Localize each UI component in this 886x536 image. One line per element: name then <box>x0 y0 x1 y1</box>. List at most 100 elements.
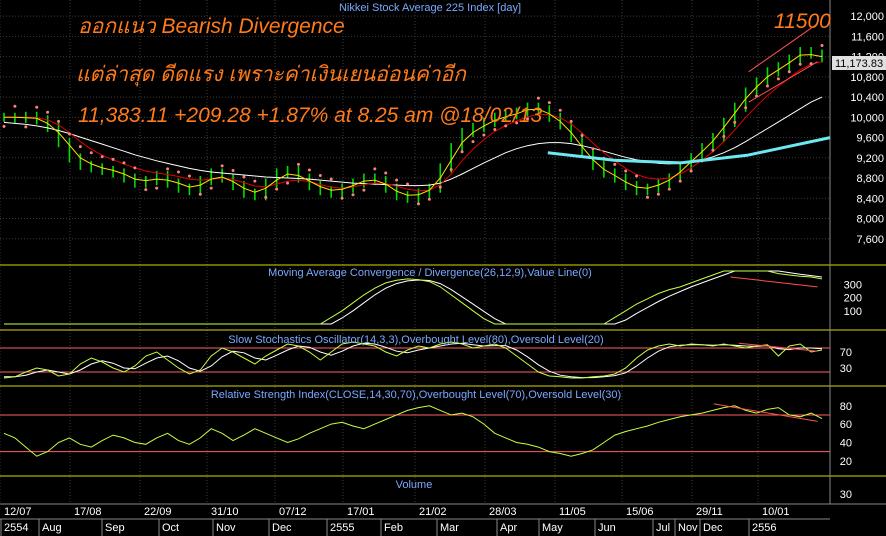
stochastic-label: Slow Stochastics Oscillator(14,3,3),Over… <box>228 334 603 346</box>
sar-dot <box>264 195 268 199</box>
sar-dot <box>471 140 475 144</box>
sar-dot <box>351 193 355 197</box>
x-tick-bottom: 2554 <box>4 522 28 534</box>
macd-ytick: 300 <box>844 279 862 291</box>
rsi-label: Relative Strength Index(CLOSE,14,30,70),… <box>211 389 621 401</box>
sar-dot <box>373 167 377 171</box>
annotation-line-2: แต่ล่าสุด ดีดแรง เพราะค่าเงินเยนอ่อนค่าอ… <box>76 63 466 86</box>
sar-dot <box>329 177 333 181</box>
sar-dot <box>384 171 388 175</box>
sar-dot <box>569 119 573 123</box>
x-tick-bottom: Nov <box>678 522 698 534</box>
rsi-ytick: 40 <box>840 437 852 449</box>
sar-dot <box>340 196 344 200</box>
sar-dot <box>722 135 726 139</box>
x-tick-top: 21/02 <box>419 506 447 518</box>
sar-dot <box>286 181 290 185</box>
sar-dot <box>155 186 159 190</box>
forecast-curve <box>547 136 831 165</box>
x-tick-bottom: Jun <box>598 522 616 534</box>
x-tick-top: 22/09 <box>144 506 172 518</box>
x-tick-bottom: Apr <box>500 522 517 534</box>
x-tick-bottom: Aug <box>42 522 62 534</box>
sar-dot <box>78 145 82 149</box>
sar-dot <box>275 187 279 191</box>
sar-dot <box>111 157 115 161</box>
sar-dot <box>493 127 497 131</box>
x-tick-top: 17/08 <box>74 506 102 518</box>
sar-dot <box>220 164 224 168</box>
sar-dot <box>438 185 442 189</box>
sar-dot <box>253 179 257 183</box>
sar-dot <box>318 174 322 178</box>
x-tick-bottom: Sep <box>105 522 125 534</box>
sar-dot <box>547 101 551 105</box>
price-ytick: 10,400 <box>850 92 884 104</box>
ma-mid-line <box>4 61 823 192</box>
price-ytick: 10,000 <box>850 112 884 124</box>
series <box>0 23 831 457</box>
sar-dot <box>89 151 93 155</box>
x-tick-top: 29/11 <box>696 506 723 518</box>
sar-dot <box>591 147 595 151</box>
sar-dot <box>209 186 213 190</box>
price-ytick: 9,600 <box>856 133 884 145</box>
x-tick-bottom: Feb <box>384 522 403 534</box>
x-axis: 12/07 17/08 22/09 31/10 07/12 17/01 21/02 28/03… <box>0 503 886 536</box>
sar-dot <box>2 124 6 128</box>
sar-dot <box>166 167 170 171</box>
ma-fast-line <box>4 54 823 196</box>
sar-dot <box>362 188 366 192</box>
sar-dot <box>100 155 104 159</box>
sar-dot <box>406 182 410 186</box>
x-tick-bottom: Mar <box>440 522 459 534</box>
macd-line <box>4 270 823 325</box>
x-tick-bottom: Dec <box>272 522 292 534</box>
volume-ytick: 30 <box>840 489 852 501</box>
price-trend-line <box>748 23 818 73</box>
price-ytick: 11,600 <box>851 31 884 43</box>
sar-dot <box>656 192 660 196</box>
macd-ytick: 100 <box>844 306 862 318</box>
sar-dot <box>667 187 671 191</box>
x-tick-top: 12/07 <box>4 506 32 518</box>
macd-trend-line <box>730 276 818 288</box>
sar-dot <box>307 168 311 172</box>
sar-dot <box>187 174 191 178</box>
stochastic-ytick: 70 <box>840 347 852 359</box>
x-tick-bottom: Jul <box>656 522 670 534</box>
sar-dot <box>515 121 519 125</box>
x-tick-top: 31/10 <box>211 506 239 518</box>
sar-dot <box>787 70 791 74</box>
sar-dot <box>198 192 202 196</box>
stochastic-trend-line <box>738 342 818 352</box>
sar-dot <box>613 162 617 166</box>
price-ytick: 7,600 <box>856 234 884 246</box>
sar-dot <box>122 161 126 165</box>
sar-dot <box>242 175 246 179</box>
x-tick-bottom: 2555 <box>330 522 354 534</box>
x-tick-top: 17/01 <box>347 506 375 518</box>
sar-dot <box>144 188 148 192</box>
sar-dot <box>416 202 420 206</box>
sar-dot <box>798 62 802 66</box>
sar-dot <box>67 132 71 136</box>
sar-dot <box>449 167 453 171</box>
last-price-label: 11,173.83 <box>835 58 883 70</box>
macd-label: Moving Average Convergence / Divergence(… <box>268 267 592 279</box>
price-ytick: 8,000 <box>856 214 884 226</box>
sar-dot <box>733 120 737 124</box>
sar-dot <box>13 104 17 108</box>
x-tick-bottom: Nov <box>216 522 236 534</box>
annotation-line-3: 11,383.11 +209.28 +1.87% at 8.25 am @18/… <box>78 104 543 127</box>
sar-dot <box>624 169 628 173</box>
x-tick-top: 07/12 <box>279 506 307 518</box>
sar-dot <box>35 105 39 109</box>
sar-dot <box>57 119 61 123</box>
sar-dot <box>558 108 562 112</box>
sar-dot <box>820 43 824 47</box>
sar-dot <box>678 179 682 183</box>
x-tick-bottom: Dec <box>703 522 723 534</box>
rsi-ytick: 60 <box>840 419 852 431</box>
